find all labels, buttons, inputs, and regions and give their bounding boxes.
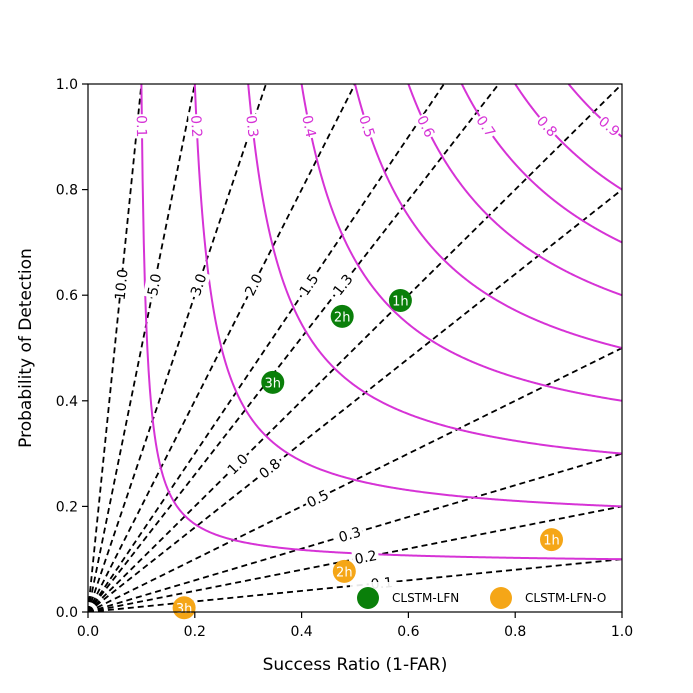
- csi-label-bg: [243, 113, 262, 140]
- y-tick-label: 0.6: [56, 288, 78, 304]
- csi-line-0-2: [193, 84, 622, 508]
- point-0-3h: [261, 370, 285, 394]
- bias-label-0-2: 0.2: [353, 548, 378, 568]
- point-label-0-2h: 2h: [334, 310, 351, 325]
- x-tick-label: 0.2: [184, 624, 206, 640]
- legend: CLSTM-LFN CLSTM-LFN-O: [350, 582, 618, 610]
- bias-line-3-0: [88, 84, 267, 612]
- csi-label-bg: [472, 111, 500, 141]
- bias-label-bg: [253, 453, 286, 484]
- point-label-0-3h: 3h: [265, 376, 282, 391]
- csi-label-bg: [533, 111, 562, 141]
- csi-label-bg: [355, 112, 379, 141]
- csi-line-0-1: [140, 84, 622, 561]
- x-axis: 0.0 0.2 0.4 0.6 0.8 1.0: [77, 612, 633, 640]
- bias-label-0-3: 0.3: [337, 525, 363, 547]
- csi-label-bg: [595, 112, 624, 141]
- legend-box: [350, 582, 618, 610]
- bias-label-bg: [351, 545, 381, 569]
- plot-frame: [87, 83, 623, 613]
- csi-line-0-4: [300, 84, 622, 402]
- bias-label-bg: [142, 270, 166, 300]
- point-0-1h: [388, 288, 412, 312]
- bias-line-0-8: [88, 188, 622, 612]
- bias-line-1-3: [88, 84, 500, 612]
- csi-lines: [140, 84, 622, 561]
- legend-label-1: CLSTM-LFN-O: [525, 591, 606, 605]
- bias-label-bg: [327, 268, 358, 301]
- x-tick-label: 0.6: [397, 624, 419, 640]
- bias-label-10-0: 10.0: [113, 268, 132, 301]
- bias-label-bg: [110, 270, 132, 299]
- bias-label-bg: [221, 448, 254, 480]
- bias-label-bg: [185, 269, 212, 300]
- point-label-1-3h: 3h: [176, 602, 193, 617]
- point-1-2h: [332, 559, 356, 583]
- point-1-3h: [172, 596, 196, 620]
- bias-label-5-0: 5.0: [145, 272, 165, 297]
- csi-label-0-4: 0.4: [298, 114, 318, 139]
- bias-label-bg: [293, 268, 324, 301]
- csi-line-0-6: [407, 84, 622, 297]
- x-axis-title: Success Ratio (1-FAR): [263, 655, 448, 675]
- bias-line-10-0: [88, 84, 143, 612]
- x-tick-label: 1.0: [611, 624, 633, 640]
- data-points: 1h 2h 3h 1h 2h 3h: [172, 288, 564, 620]
- y-axis: 0.0 0.2 0.4 0.6 0.8 1.0: [56, 77, 88, 621]
- csi-line-0-3: [247, 84, 622, 455]
- point-label-1-1h: 1h: [543, 534, 560, 549]
- x-tick-label: 0.0: [77, 624, 99, 640]
- bias-line-1-0: [88, 84, 622, 612]
- point-label-0-1h: 1h: [392, 294, 409, 309]
- bias-line-0-3: [88, 452, 622, 612]
- point-1-1h: [540, 528, 564, 552]
- y-axis-title: Probability of Detection: [16, 248, 36, 448]
- bias-label-bg: [301, 484, 334, 513]
- x-tick-label: 0.4: [290, 624, 312, 640]
- legend-marker-1: [490, 587, 512, 609]
- csi-label-0-5: 0.5: [355, 113, 377, 139]
- csi-label-0-2: 0.2: [187, 115, 204, 138]
- point-0-2h: [330, 304, 354, 328]
- y-tick-label: 0.0: [56, 605, 78, 621]
- csi-label-bg: [413, 111, 439, 141]
- bias-label-bg: [334, 522, 365, 547]
- x-tick-label: 0.8: [504, 624, 526, 640]
- point-label-1-2h: 2h: [336, 565, 353, 580]
- legend-label-0: CLSTM-LFN: [392, 591, 459, 605]
- y-tick-label: 1.0: [56, 77, 78, 93]
- csi-label-0-3: 0.3: [242, 114, 260, 138]
- legend-marker-0: [357, 587, 379, 609]
- csi-label-bg: [133, 114, 151, 139]
- csi-line-0-8: [514, 84, 622, 191]
- bias-lines: [88, 84, 622, 612]
- csi-label-bg: [298, 112, 320, 140]
- y-tick-label: 0.2: [56, 499, 78, 515]
- csi-label-bg: [188, 113, 206, 139]
- y-tick-label: 0.4: [56, 394, 78, 410]
- csi-line-0-5: [354, 84, 622, 349]
- bias-label-bg: [239, 268, 268, 301]
- y-tick-label: 0.8: [56, 183, 78, 199]
- bias-label-3-0: 3.0: [188, 272, 210, 298]
- csi-label-0-1: 0.1: [133, 115, 149, 137]
